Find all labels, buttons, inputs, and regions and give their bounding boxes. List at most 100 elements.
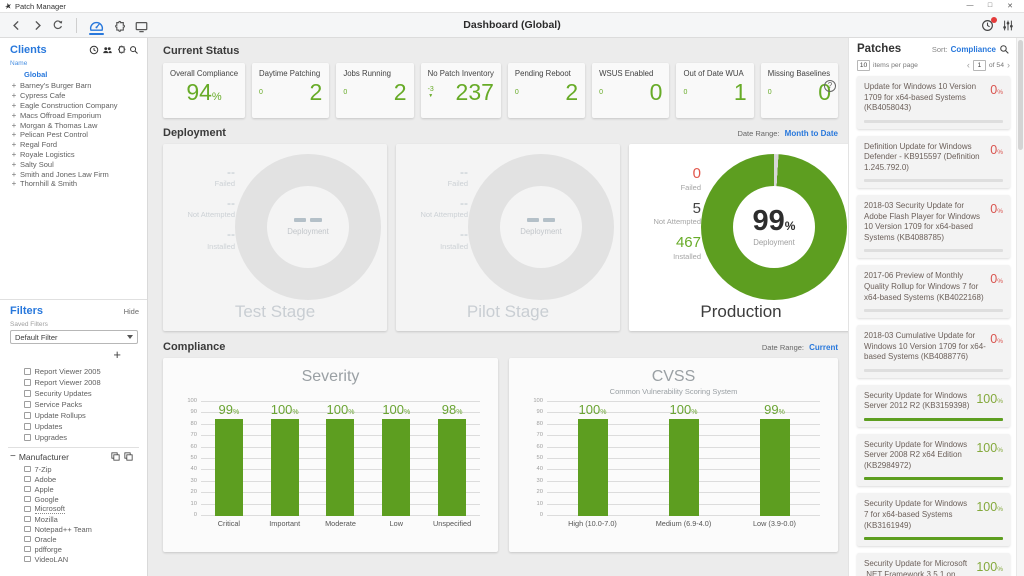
checkbox-icon[interactable] (24, 368, 31, 375)
expand-icon[interactable]: + (11, 81, 17, 91)
expand-icon[interactable]: + (11, 110, 17, 120)
scrollbar-thumb[interactable] (1018, 40, 1023, 150)
forward-button[interactable] (31, 19, 44, 32)
filter-checkbox-row[interactable]: Mozilla (24, 514, 139, 524)
status-card[interactable]: Jobs Running 0 2 (336, 63, 414, 118)
checkbox-icon[interactable] (24, 423, 31, 430)
filter-checkbox-row[interactable]: Apple (24, 484, 139, 494)
filter-checkbox-row[interactable]: Report Viewer 2008 (24, 377, 139, 388)
client-tree-item[interactable]: + Eagle Construction Company (10, 101, 139, 111)
page-input[interactable]: 1 (972, 60, 986, 71)
checkbox-icon[interactable] (24, 495, 31, 503)
checkbox-icon[interactable] (24, 434, 31, 441)
expand-icon[interactable]: + (11, 120, 17, 130)
client-tree-item[interactable]: + Pelican Pest Control (10, 130, 139, 140)
patch-card[interactable]: Security Update for Windows Server 2008 … (857, 433, 1010, 487)
settings-sliders-icon[interactable] (1002, 19, 1014, 32)
maximize-button[interactable]: □ (987, 2, 993, 9)
expand-icon[interactable]: + (11, 100, 17, 110)
close-button[interactable]: ✕ (1007, 3, 1013, 10)
back-button[interactable] (10, 19, 23, 32)
patch-card[interactable]: Security Update for Microsoft .NET Frame… (857, 553, 1010, 576)
filter-checkbox-row[interactable]: Service Packs (24, 399, 139, 410)
tab-plugins[interactable] (112, 17, 126, 34)
expand-icon[interactable]: + (11, 159, 17, 169)
status-card[interactable]: Overall Compliance 94% (163, 63, 246, 118)
status-card[interactable]: WSUS Enabled 0 0 (592, 63, 670, 118)
client-tree-item[interactable]: + Thornhill & Smith (10, 179, 139, 189)
search-clients-icon[interactable] (129, 45, 139, 55)
search-patches-icon[interactable] (999, 44, 1010, 55)
prev-page-icon[interactable]: ‹ (966, 60, 970, 70)
filter-checkbox-row[interactable]: Update Rollups (24, 410, 139, 421)
checkbox-icon[interactable] (24, 505, 31, 513)
client-tree-item[interactable]: + Cypress Cafe (10, 91, 139, 101)
checkbox-icon[interactable] (24, 390, 31, 397)
filter-checkbox-row[interactable]: Upgrades (24, 432, 139, 443)
checkbox-icon[interactable] (24, 465, 31, 473)
checkbox-icon[interactable] (24, 412, 31, 419)
collapse-icon[interactable]: − (10, 451, 16, 462)
hide-filters-link[interactable]: Hide (123, 306, 139, 316)
status-card[interactable]: Daytime Patching 0 2 (252, 63, 330, 118)
status-card[interactable]: No Patch Inventory -3 ▼ 237 (420, 63, 501, 118)
patch-card[interactable]: Security Update for Windows Server 2012 … (857, 384, 1010, 427)
compliance-date-range-link[interactable]: Current (809, 343, 838, 352)
vertical-scrollbar[interactable] (1016, 38, 1024, 576)
next-page-icon[interactable]: › (1007, 60, 1010, 70)
checkbox-icon[interactable] (24, 515, 31, 523)
help-icon[interactable]: ? (824, 80, 836, 92)
client-tree-item[interactable]: + Regal Ford (10, 140, 139, 150)
clear-all-icon[interactable] (124, 452, 133, 461)
filter-checkbox-row[interactable]: Notepad++ Team (24, 524, 139, 534)
filter-checkbox-row[interactable]: Oracle (24, 534, 139, 544)
checkbox-icon[interactable] (24, 485, 31, 493)
client-tree-item[interactable]: + Smith and Jones Law Firm (10, 169, 139, 179)
patch-card[interactable]: 2018-03 Security Update for Adobe Flash … (857, 195, 1010, 259)
filter-checkbox-row[interactable]: 7-Zip (24, 464, 139, 474)
checkbox-icon[interactable] (24, 379, 31, 386)
refresh-icon[interactable] (52, 19, 64, 31)
patch-card[interactable]: Security Update for Windows 7 for x64-ba… (857, 493, 1010, 547)
filter-checkbox-row[interactable]: Report Viewer 2005 (24, 366, 139, 377)
expand-icon[interactable]: + (11, 130, 17, 140)
expand-icon[interactable]: + (11, 179, 17, 189)
filter-checkbox-row[interactable]: Security Updates (24, 388, 139, 399)
checkbox-icon[interactable] (24, 535, 31, 543)
client-tree-item[interactable]: + Macs Offroad Emporium (10, 110, 139, 120)
expand-icon[interactable]: + (11, 169, 17, 179)
recent-clients-icon[interactable] (89, 45, 99, 55)
checkbox-icon[interactable] (24, 525, 31, 533)
filter-checkbox-row[interactable]: pdfforge (24, 544, 139, 554)
add-filter-button[interactable]: + (113, 347, 121, 362)
filter-checkbox-row[interactable]: Google (24, 494, 139, 504)
client-tree-item[interactable]: + Salty Soul (10, 159, 139, 169)
saved-filter-dropdown[interactable]: Default Filter (10, 330, 138, 344)
filter-checkbox-row[interactable]: Updates (24, 421, 139, 432)
filter-checkbox-row[interactable]: Microsoft (24, 504, 139, 514)
checkbox-icon[interactable] (24, 555, 31, 563)
plugins-small-icon[interactable] (116, 45, 126, 55)
client-tree-item[interactable]: + Royale Logistics (10, 150, 139, 160)
expand-icon[interactable]: + (11, 91, 17, 101)
tab-dashboard[interactable] (89, 16, 104, 35)
tab-console[interactable] (134, 17, 149, 34)
items-per-page-input[interactable]: 10 (857, 60, 870, 71)
expand-icon[interactable]: + (11, 149, 17, 159)
client-tree-item[interactable]: + Morgan & Thomas Law (10, 120, 139, 130)
checkbox-icon[interactable] (24, 401, 31, 408)
sort-value-link[interactable]: Compliance (950, 44, 996, 54)
patch-card[interactable]: Definition Update for Windows Defender -… (857, 135, 1010, 189)
minimize-button[interactable]: — (966, 2, 974, 9)
filter-checkbox-row[interactable]: VideoLAN (24, 554, 139, 564)
patch-card[interactable]: Update for Windows 10 Version 1709 for x… (857, 76, 1010, 129)
patch-card[interactable]: 2018-03 Cumulative Update for Windows 10… (857, 325, 1010, 378)
status-card[interactable]: Pending Reboot 0 2 (507, 63, 586, 118)
select-all-icon[interactable] (111, 452, 120, 461)
checkbox-icon[interactable] (24, 545, 31, 553)
deployment-date-range-link[interactable]: Month to Date (784, 129, 838, 138)
status-card[interactable]: Out of Date WUA 0 1 (676, 63, 754, 118)
expand-icon[interactable]: + (11, 140, 17, 150)
filter-checkbox-row[interactable]: Adobe (24, 474, 139, 484)
history-icon[interactable] (981, 16, 997, 32)
